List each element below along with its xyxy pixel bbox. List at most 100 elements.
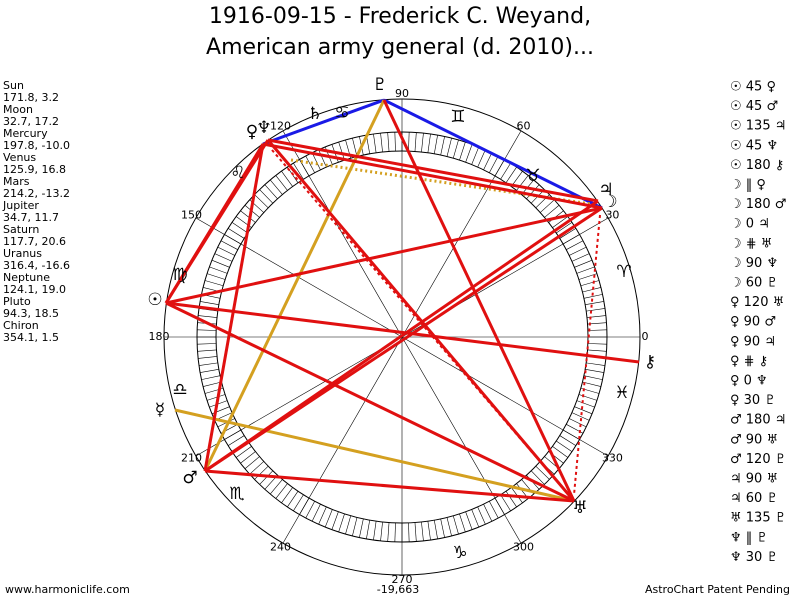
planet-name: Neptune bbox=[3, 271, 50, 284]
ring-tick bbox=[235, 446, 252, 458]
zodiac-glyph: ♓ bbox=[614, 383, 629, 403]
ring-tick bbox=[318, 506, 327, 525]
ring-tick bbox=[201, 375, 221, 380]
ring-tick bbox=[345, 515, 352, 535]
aspect-line bbox=[164, 139, 270, 304]
planet-coords: 171.8, 3.2 bbox=[3, 91, 59, 104]
ring-tick bbox=[574, 406, 593, 415]
ring-tick bbox=[544, 204, 560, 218]
ring-tick bbox=[559, 228, 577, 239]
planet-name: Venus bbox=[3, 151, 36, 164]
ring-tick bbox=[459, 141, 466, 161]
ring-tick bbox=[408, 522, 410, 542]
ring-tick bbox=[227, 228, 245, 239]
ring-tick bbox=[580, 280, 600, 287]
ring-tick bbox=[582, 381, 601, 387]
ring-tick bbox=[331, 511, 339, 530]
degree-label: 270 bbox=[392, 573, 413, 586]
ring-tick bbox=[214, 253, 233, 262]
ring-tick bbox=[387, 132, 390, 152]
ring-tick bbox=[275, 175, 288, 191]
aspect-entry: ☽ ⋕ ♅ bbox=[730, 236, 772, 251]
planet-name: Mercury bbox=[3, 127, 48, 140]
footer-center: -19,663 bbox=[377, 583, 419, 596]
ring-tick bbox=[198, 362, 218, 366]
ring-tick bbox=[324, 509, 333, 528]
ring-tick bbox=[500, 494, 511, 512]
ring-tick bbox=[574, 259, 593, 268]
ring-tick bbox=[562, 429, 580, 440]
ring-tick bbox=[452, 515, 459, 535]
degree-label: 30 bbox=[605, 209, 619, 222]
ring-tick bbox=[489, 501, 499, 519]
ring-tick bbox=[269, 479, 283, 495]
planet-coords: 125.9, 16.8 bbox=[3, 163, 66, 176]
ring-tick bbox=[209, 266, 228, 274]
ring-tick bbox=[305, 155, 315, 173]
ring-tick bbox=[380, 521, 383, 541]
aspect-entry: ☉ 45 ♆ bbox=[730, 138, 778, 153]
title-line: 1916-09-15 - Frederick C. Weyand, bbox=[209, 4, 591, 29]
degree-label: 240 bbox=[270, 540, 291, 553]
zodiac-glyph: ♎ bbox=[172, 380, 187, 400]
ring-tick bbox=[465, 511, 473, 530]
aspect-entry: ☉ 180 ⚷ bbox=[730, 158, 784, 173]
ring-tick bbox=[494, 497, 505, 515]
aspect-entry: ♀ 120 ♅ bbox=[730, 295, 784, 310]
planet-coords: 354.1, 1.5 bbox=[3, 331, 59, 344]
ring-tick bbox=[569, 246, 587, 256]
ring-tick bbox=[421, 521, 424, 541]
aspect-line bbox=[204, 469, 575, 503]
ring-tick bbox=[204, 280, 224, 287]
ring-tick bbox=[281, 170, 293, 187]
ring-tick bbox=[421, 133, 424, 153]
aspect-entry: ☽ 90 ♆ bbox=[730, 256, 778, 271]
ring-tick bbox=[576, 266, 595, 274]
ring-tick bbox=[583, 294, 603, 299]
ring-tick bbox=[446, 517, 452, 536]
ring-tick bbox=[394, 132, 396, 152]
ring-tick bbox=[299, 497, 310, 515]
ring-tick bbox=[578, 394, 598, 401]
ring-tick bbox=[434, 135, 438, 154]
ring-tick bbox=[471, 146, 480, 165]
aspect-entry: ♃ 90 ♅ bbox=[730, 472, 778, 487]
ring-tick bbox=[459, 513, 466, 533]
aspect-entry: ♀ 0 ♆ bbox=[730, 374, 768, 389]
ring-tick bbox=[352, 517, 358, 536]
footer-right: AstroChart Patent Pending bbox=[645, 583, 790, 596]
ring-tick bbox=[440, 518, 445, 538]
degree-label: 90 bbox=[395, 87, 409, 100]
aspect-entry: ☽ 0 ♃ bbox=[730, 217, 770, 232]
ring-tick bbox=[569, 418, 587, 428]
aspect-lines bbox=[164, 98, 640, 503]
aspect-line bbox=[262, 142, 603, 210]
planet-coords: 214.2, -13.2 bbox=[3, 187, 70, 200]
aspect-entry: ♅ 135 ♇ bbox=[730, 511, 786, 526]
ring-tick bbox=[556, 440, 573, 452]
ring-tick bbox=[471, 509, 480, 528]
planet-glyph: ☉ bbox=[147, 290, 162, 310]
ring-tick bbox=[477, 149, 486, 168]
planet-coords: 94.3, 18.5 bbox=[3, 307, 59, 320]
ring-tick bbox=[571, 253, 590, 262]
ring-tick bbox=[338, 513, 345, 533]
ring-tick bbox=[275, 483, 288, 499]
ring-tick bbox=[254, 194, 269, 209]
ring-tick bbox=[562, 234, 580, 245]
ring-tick bbox=[446, 138, 452, 157]
planet-name: Saturn bbox=[3, 223, 39, 236]
ring-tick bbox=[311, 152, 321, 170]
planet-name: Mars bbox=[3, 175, 30, 188]
ring-tick bbox=[366, 520, 370, 539]
ring-tick bbox=[259, 189, 274, 204]
aspect-entry: ☽ ‖ ♀ bbox=[730, 178, 766, 193]
ring-tick bbox=[200, 369, 219, 373]
degree-label: 0 bbox=[642, 330, 649, 343]
ring-tick bbox=[373, 133, 377, 153]
ring-tick bbox=[587, 343, 607, 345]
ring-tick bbox=[244, 456, 260, 470]
ring-tick bbox=[516, 175, 529, 191]
ring-tick bbox=[452, 139, 459, 159]
